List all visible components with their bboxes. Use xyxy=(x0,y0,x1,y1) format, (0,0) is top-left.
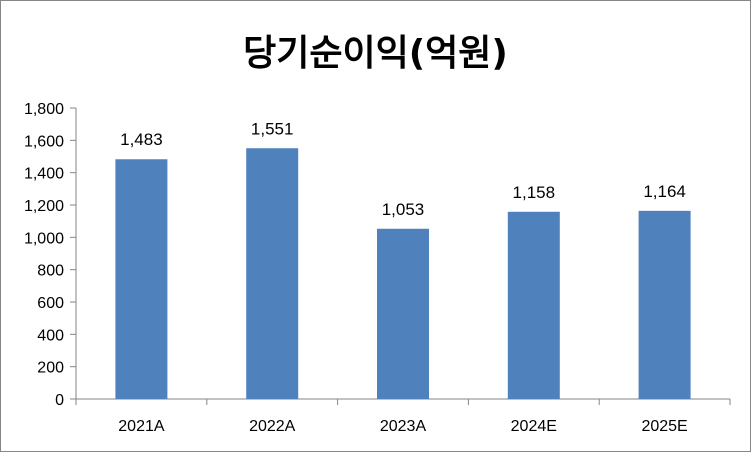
y-tick-label: 800 xyxy=(37,263,64,280)
y-tick-label: 600 xyxy=(37,295,64,312)
bar xyxy=(246,148,299,399)
y-tick-label: 200 xyxy=(37,360,64,377)
data-label: 1,158 xyxy=(513,183,556,202)
chart-title: 당기순이익(억원) xyxy=(243,33,508,74)
bar xyxy=(115,159,168,399)
x-tick-label: 2021A xyxy=(118,418,165,435)
bar xyxy=(638,210,691,399)
y-tick-label: 400 xyxy=(37,327,64,344)
x-tick-label: 2023A xyxy=(380,418,427,435)
y-tick-label: 1,400 xyxy=(24,166,64,183)
data-label: 1,483 xyxy=(120,130,163,149)
y-tick-label: 1,600 xyxy=(24,133,64,150)
x-tick-label: 2025E xyxy=(641,418,687,435)
y-tick-label: 1,200 xyxy=(24,198,64,215)
y-tick-label: 1,800 xyxy=(24,101,64,118)
bar xyxy=(377,228,429,399)
data-label: 1,053 xyxy=(382,200,425,219)
bar xyxy=(507,211,560,399)
y-tick-label: 0 xyxy=(55,392,64,409)
data-label: 1,551 xyxy=(251,119,294,138)
x-tick-label: 2024E xyxy=(511,418,557,435)
data-label: 1,164 xyxy=(643,182,686,201)
y-tick-label: 1,000 xyxy=(24,230,64,247)
x-tick-label: 2022A xyxy=(249,418,296,435)
